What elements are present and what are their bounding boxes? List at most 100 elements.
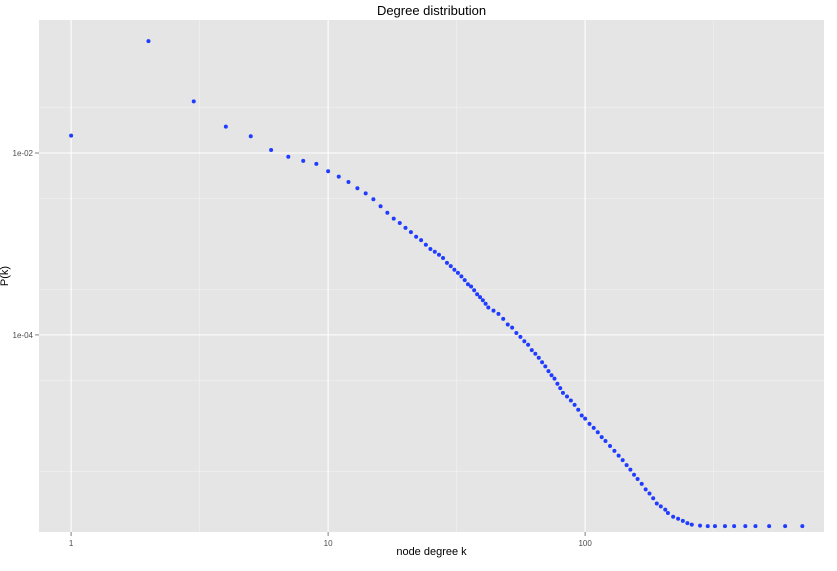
data-point	[478, 295, 483, 300]
data-point	[465, 282, 470, 287]
data-point	[698, 523, 703, 528]
x-tick-label: 10	[324, 539, 333, 548]
data-point	[676, 516, 681, 521]
data-point	[572, 402, 577, 407]
x-axis-label: node degree k	[396, 546, 467, 558]
data-point	[568, 398, 573, 403]
data-point	[671, 514, 676, 519]
data-point	[191, 99, 196, 104]
x-axis-ticks: 1 10 100	[69, 532, 592, 548]
data-point	[658, 504, 663, 509]
data-point	[419, 238, 424, 243]
data-point	[643, 487, 648, 492]
data-point	[595, 430, 600, 435]
x-tick-label: 100	[578, 539, 592, 548]
data-point	[469, 284, 474, 289]
gridlines	[39, 20, 824, 532]
data-point	[397, 220, 402, 225]
data-point	[529, 348, 534, 353]
data-point	[680, 518, 685, 523]
data-point	[448, 264, 453, 269]
data-point	[632, 472, 637, 477]
y-tick-label: 1e-02	[13, 149, 34, 158]
data-point	[510, 325, 515, 330]
data-point	[608, 444, 613, 449]
data-point	[732, 524, 737, 529]
data-point	[635, 477, 640, 482]
data-point	[346, 179, 351, 184]
data-point	[248, 134, 253, 139]
data-point	[564, 394, 569, 399]
data-point	[441, 256, 446, 261]
data-point	[501, 316, 506, 321]
y-tick-label: 1e-04	[13, 331, 34, 340]
data-point	[371, 197, 376, 202]
data-point	[558, 386, 563, 391]
data-point	[455, 270, 460, 275]
data-point	[414, 234, 419, 239]
data-point	[326, 169, 331, 174]
data-point	[301, 158, 306, 163]
data-point	[480, 298, 485, 303]
data-point	[624, 463, 629, 468]
data-point	[526, 342, 531, 347]
data-point	[505, 322, 510, 327]
data-point	[69, 133, 74, 138]
data-point	[783, 524, 788, 529]
data-point	[620, 458, 625, 463]
data-point	[628, 467, 633, 472]
data-point	[385, 210, 390, 215]
data-point	[436, 252, 441, 257]
data-point	[496, 311, 501, 316]
data-point	[462, 278, 467, 283]
data-point	[269, 147, 274, 152]
data-point	[536, 355, 541, 360]
data-point	[391, 216, 396, 221]
data-point	[518, 334, 523, 339]
data-point	[599, 435, 604, 440]
data-point	[444, 260, 449, 265]
data-point	[549, 373, 554, 378]
data-point	[543, 364, 548, 369]
data-point	[452, 267, 457, 272]
data-point	[800, 524, 805, 529]
data-point	[423, 242, 428, 247]
data-point	[639, 481, 644, 486]
data-point	[560, 390, 565, 395]
data-point	[665, 511, 670, 516]
data-points	[69, 39, 805, 529]
x-tick-label: 1	[69, 539, 74, 548]
data-point	[459, 274, 464, 279]
data-point	[363, 191, 368, 196]
data-point	[753, 524, 758, 529]
data-point	[685, 521, 690, 526]
data-point	[616, 453, 621, 458]
data-point	[432, 249, 437, 254]
plot-panel	[39, 20, 824, 532]
data-point	[651, 496, 656, 501]
data-point	[579, 413, 584, 418]
data-point	[533, 351, 538, 356]
data-point	[522, 339, 527, 344]
data-point	[743, 524, 748, 529]
data-point	[483, 301, 488, 306]
data-point	[336, 174, 341, 179]
data-point	[612, 448, 617, 453]
data-point	[552, 376, 557, 381]
data-point	[472, 288, 477, 293]
data-point	[603, 439, 608, 444]
chart-title: Degree distribution	[377, 3, 486, 18]
data-point	[663, 507, 668, 512]
y-axis-label: P(k)	[0, 266, 11, 286]
data-point	[408, 230, 413, 235]
data-point	[705, 524, 710, 529]
data-point	[689, 522, 694, 527]
data-point	[587, 421, 592, 426]
data-point	[576, 407, 581, 412]
data-point	[546, 369, 551, 374]
data-point	[712, 524, 717, 529]
data-point	[146, 39, 151, 44]
data-point	[491, 308, 496, 313]
data-point	[767, 524, 772, 529]
